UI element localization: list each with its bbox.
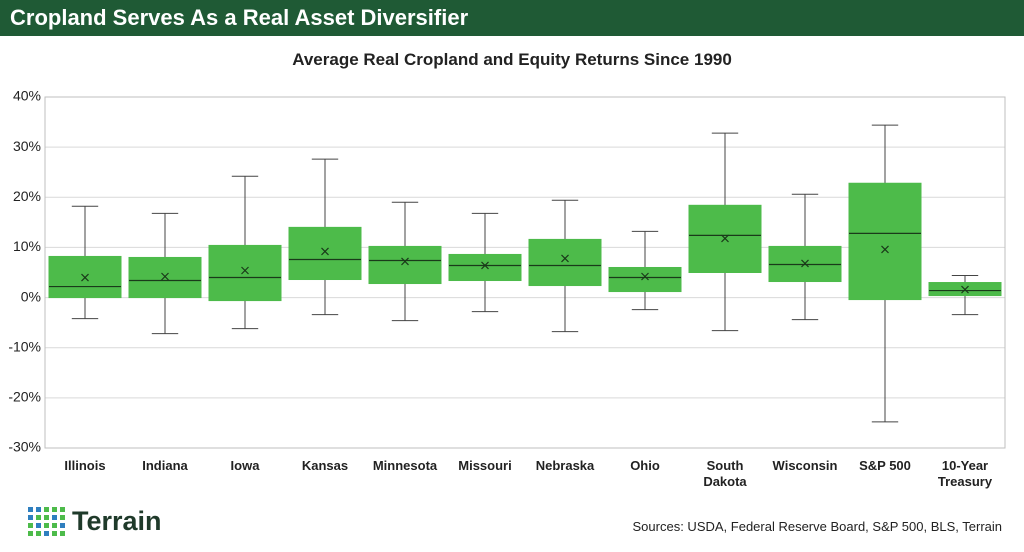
box	[208, 244, 282, 302]
mean-marker	[161, 272, 169, 281]
logo	[28, 507, 65, 536]
mean-marker	[321, 247, 329, 256]
x-tick-label: Ohio	[630, 458, 660, 473]
x-tick-label: Missouri	[458, 458, 512, 473]
box	[128, 256, 202, 299]
box	[48, 255, 122, 299]
y-tick-label: -20%	[8, 389, 41, 405]
box	[288, 226, 362, 281]
plot-border	[44, 96, 1006, 449]
mean-marker	[561, 254, 569, 263]
box	[848, 182, 922, 301]
y-tick-label: 10%	[13, 238, 41, 254]
x-tick-label: Nebraska	[535, 458, 595, 473]
mean-marker	[641, 272, 649, 281]
x-tick-label: Minnesota	[372, 458, 438, 473]
box	[608, 266, 682, 293]
x-tick-label: 10-Year Treasury	[937, 458, 993, 489]
brand: Terrain	[72, 506, 162, 536]
x-tick-label: Wisconsin	[772, 458, 838, 473]
mean-marker	[961, 285, 969, 294]
y-tick-label: -10%	[8, 338, 41, 354]
banner-title: Cropland Serves As a Real Asset Diversif…	[0, 0, 1024, 36]
mean-marker	[81, 273, 89, 282]
mean-marker	[801, 259, 809, 268]
box	[528, 238, 602, 287]
y-tick-label: 0%	[21, 288, 41, 304]
box	[448, 253, 522, 282]
x-tick-label: S&P 500	[859, 458, 911, 473]
mean-marker	[401, 257, 409, 266]
x-tick-label: Kansas	[301, 458, 349, 473]
y-tick-label: 40%	[13, 88, 41, 104]
source-note: Sources: USDA, Federal Reserve Board, S&…	[632, 519, 1002, 534]
x-tick-label: Indiana	[142, 458, 188, 473]
chart-title: Average Real Cropland and Equity Returns…	[292, 50, 732, 69]
box	[368, 245, 442, 285]
y-tick-label: 30%	[13, 138, 41, 154]
mean-marker	[481, 261, 489, 270]
mean-marker	[241, 266, 249, 275]
y-tick-label: -30%	[8, 439, 41, 455]
mean-marker	[721, 234, 729, 243]
x-tick-label: Iowa	[230, 458, 260, 473]
x-tick-label: South Dakota	[703, 458, 747, 489]
y-tick-label: 20%	[13, 188, 41, 204]
mean-marker	[881, 245, 889, 254]
x-tick-label: Illinois	[64, 458, 106, 473]
